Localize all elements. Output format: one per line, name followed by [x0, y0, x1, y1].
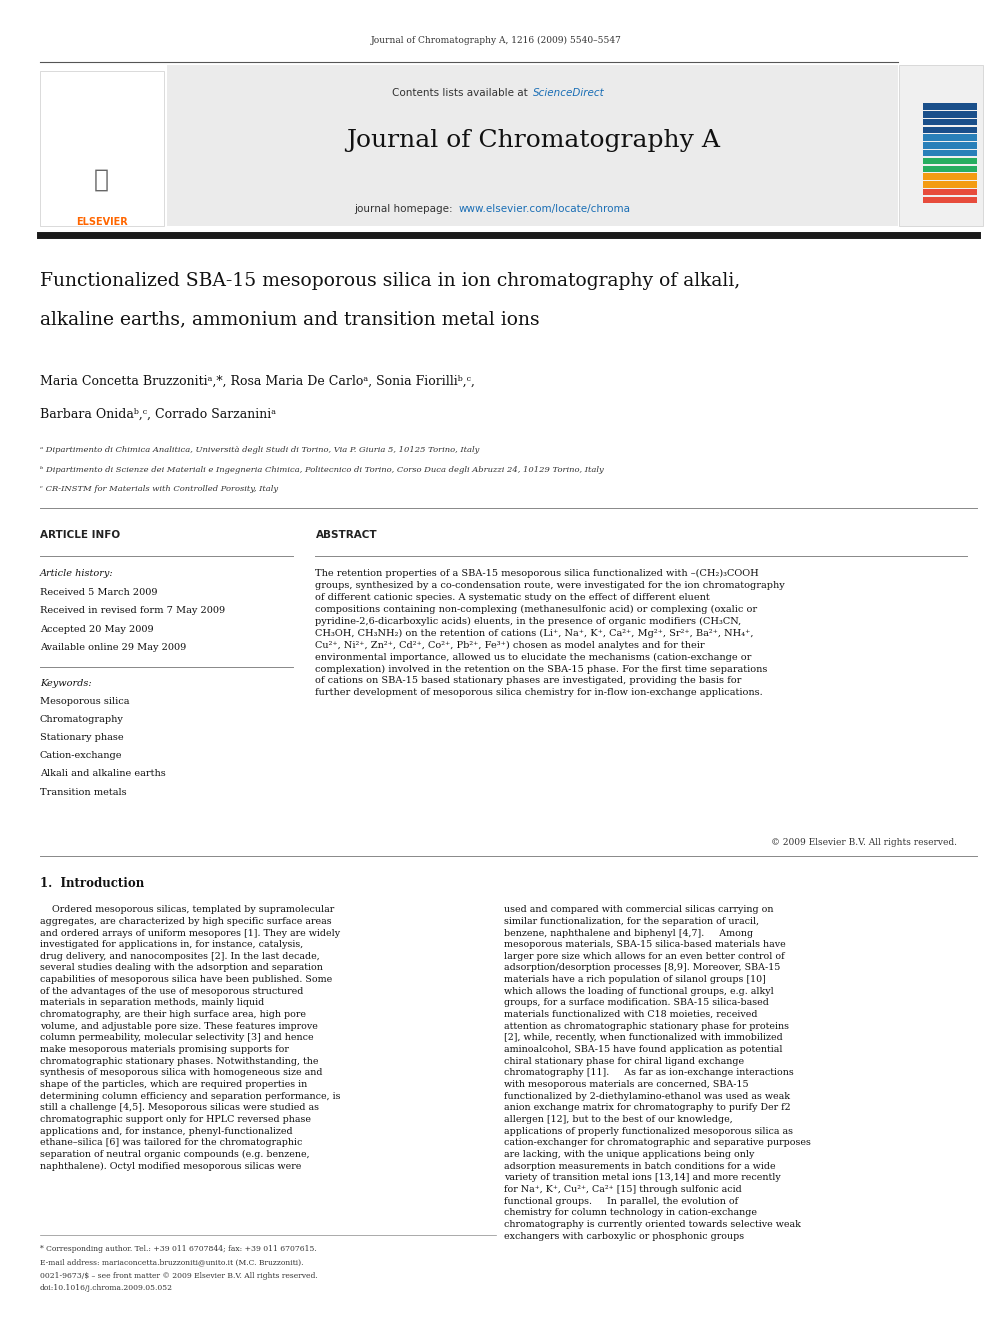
FancyBboxPatch shape [923, 143, 977, 148]
Text: ScienceDirect: ScienceDirect [533, 87, 604, 98]
Text: Barbara Onidaᵇ,ᶜ, Corrado Sarzaniniᵃ: Barbara Onidaᵇ,ᶜ, Corrado Sarzaniniᵃ [40, 407, 276, 421]
Text: 1.  Introduction: 1. Introduction [40, 877, 144, 890]
Text: Contents lists available at: Contents lists available at [392, 87, 531, 98]
FancyBboxPatch shape [923, 119, 977, 126]
Text: journal homepage:: journal homepage: [354, 204, 456, 214]
FancyBboxPatch shape [923, 111, 977, 118]
Text: ARTICLE INFO: ARTICLE INFO [40, 531, 120, 540]
Text: The retention properties of a SBA-15 mesoporous silica functionalized with –(CH₂: The retention properties of a SBA-15 mes… [315, 569, 786, 697]
Text: Received in revised form 7 May 2009: Received in revised form 7 May 2009 [40, 606, 225, 615]
FancyBboxPatch shape [899, 65, 983, 226]
FancyBboxPatch shape [923, 189, 977, 196]
Text: Received 5 March 2009: Received 5 March 2009 [40, 589, 157, 598]
Text: Article history:: Article history: [40, 569, 113, 578]
Text: Functionalized SBA-15 mesoporous silica in ion chromatography of alkali,: Functionalized SBA-15 mesoporous silica … [40, 271, 740, 290]
Text: Maria Concetta Bruzzonitiᵃ,*, Rosa Maria De Carloᵃ, Sonia Fiorilliᵇ,ᶜ,: Maria Concetta Bruzzonitiᵃ,*, Rosa Maria… [40, 374, 474, 388]
Text: E-mail address: mariaconcetta.bruzzoniti@unito.it (M.C. Bruzzoniti).: E-mail address: mariaconcetta.bruzzoniti… [40, 1258, 304, 1266]
Text: Alkali and alkaline earths: Alkali and alkaline earths [40, 770, 166, 778]
Text: used and compared with commercial silicas carrying on
similar functionalization,: used and compared with commercial silica… [504, 905, 810, 1241]
Text: Stationary phase: Stationary phase [40, 733, 123, 742]
Text: www.elsevier.com/locate/chroma: www.elsevier.com/locate/chroma [458, 204, 630, 214]
Text: ELSEVIER: ELSEVIER [75, 217, 128, 228]
Text: 0021-9673/$ – see front matter © 2009 Elsevier B.V. All rights reserved.: 0021-9673/$ – see front matter © 2009 El… [40, 1273, 317, 1281]
Text: Available online 29 May 2009: Available online 29 May 2009 [40, 643, 186, 652]
FancyBboxPatch shape [923, 197, 977, 202]
Text: Journal of Chromatography A: Journal of Chromatography A [345, 130, 720, 152]
Text: Transition metals: Transition metals [40, 787, 126, 796]
Text: Cation-exchange: Cation-exchange [40, 751, 122, 761]
FancyBboxPatch shape [167, 65, 898, 226]
Text: ᶜ CR-INSTM for Materials with Controlled Porosity, Italy: ᶜ CR-INSTM for Materials with Controlled… [40, 486, 278, 493]
Text: alkaline earths, ammonium and transition metal ions: alkaline earths, ammonium and transition… [40, 311, 540, 328]
FancyBboxPatch shape [923, 103, 977, 110]
Text: doi:10.1016/j.chroma.2009.05.052: doi:10.1016/j.chroma.2009.05.052 [40, 1285, 173, 1293]
Text: ᵃ Dipartimento di Chimica Analitica, Università degli Studi di Torino, Via P. Gi: ᵃ Dipartimento di Chimica Analitica, Uni… [40, 446, 479, 454]
FancyBboxPatch shape [923, 157, 977, 164]
FancyBboxPatch shape [923, 135, 977, 142]
Text: Ordered mesoporous silicas, templated by supramolecular
aggregates, are characte: Ordered mesoporous silicas, templated by… [40, 905, 340, 1171]
Text: 🌳: 🌳 [94, 168, 109, 192]
FancyBboxPatch shape [923, 127, 977, 134]
Text: Keywords:: Keywords: [40, 679, 91, 688]
Text: © 2009 Elsevier B.V. All rights reserved.: © 2009 Elsevier B.V. All rights reserved… [772, 837, 957, 847]
FancyBboxPatch shape [923, 149, 977, 156]
Text: Chromatography: Chromatography [40, 716, 124, 724]
FancyBboxPatch shape [923, 173, 977, 180]
FancyBboxPatch shape [40, 71, 164, 226]
Text: ᵇ Dipartimento di Scienze dei Materiali e Ingegneria Chimica, Politecnico di Tor: ᵇ Dipartimento di Scienze dei Materiali … [40, 466, 603, 474]
Text: * Corresponding author. Tel.: +39 011 6707844; fax: +39 011 6707615.: * Corresponding author. Tel.: +39 011 67… [40, 1245, 316, 1253]
Text: ABSTRACT: ABSTRACT [315, 531, 377, 540]
FancyBboxPatch shape [923, 165, 977, 172]
Text: Journal of Chromatography A, 1216 (2009) 5540–5547: Journal of Chromatography A, 1216 (2009)… [371, 36, 621, 45]
FancyBboxPatch shape [923, 181, 977, 188]
Text: Accepted 20 May 2009: Accepted 20 May 2009 [40, 624, 154, 634]
Text: Mesoporous silica: Mesoporous silica [40, 697, 129, 706]
